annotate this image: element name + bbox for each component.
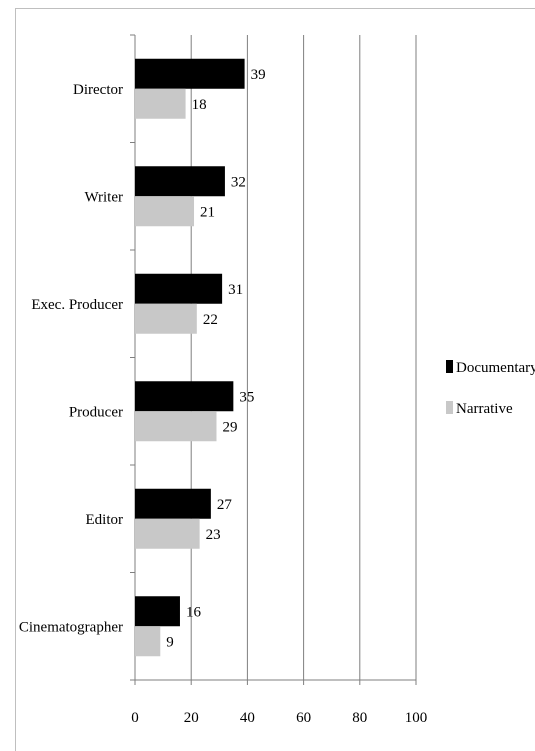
value-tick-label: 0 — [131, 710, 139, 726]
data-label: 29 — [222, 419, 237, 435]
value-tick-label: 60 — [296, 710, 311, 726]
bar-narrative — [135, 411, 217, 442]
value-tick-label: 20 — [184, 710, 199, 726]
value-tick-label: 100 — [405, 710, 428, 726]
data-label: 23 — [206, 527, 221, 543]
data-label: 9 — [166, 634, 174, 650]
data-label: 27 — [217, 497, 233, 513]
data-label: 16 — [186, 604, 202, 620]
value-tick-label: 40 — [240, 710, 255, 726]
bar-narrative — [135, 196, 195, 227]
bar-narrative — [135, 626, 161, 657]
value-tick-label: 80 — [352, 710, 367, 726]
category-label: Writer — [84, 189, 123, 205]
data-label: 32 — [231, 174, 246, 190]
category-label: Exec. Producer — [31, 297, 123, 313]
bar-documentary — [135, 381, 234, 412]
data-label: 31 — [228, 282, 243, 298]
legend-label: Narrative — [456, 401, 513, 417]
bar-narrative — [135, 88, 186, 119]
category-label: Director — [73, 82, 123, 98]
data-label: 39 — [251, 67, 266, 83]
data-label: 35 — [239, 389, 254, 405]
bar-documentary — [135, 273, 223, 304]
chart-frame — [15, 8, 535, 751]
legend-label: Documentary — [456, 360, 535, 376]
category-label: Producer — [69, 404, 123, 420]
legend-swatch-narrative — [446, 401, 453, 414]
category-label: Cinematographer — [19, 619, 123, 635]
bar-documentary — [135, 58, 245, 89]
bar-documentary — [135, 488, 211, 519]
bar-narrative — [135, 303, 197, 334]
data-label: 22 — [203, 312, 218, 328]
bar-documentary — [135, 596, 180, 627]
bar-narrative — [135, 518, 200, 549]
bar-documentary — [135, 166, 225, 197]
category-label: Editor — [86, 512, 124, 528]
data-label: 21 — [200, 204, 215, 220]
legend-swatch-documentary — [446, 360, 453, 373]
data-label: 18 — [192, 97, 207, 113]
